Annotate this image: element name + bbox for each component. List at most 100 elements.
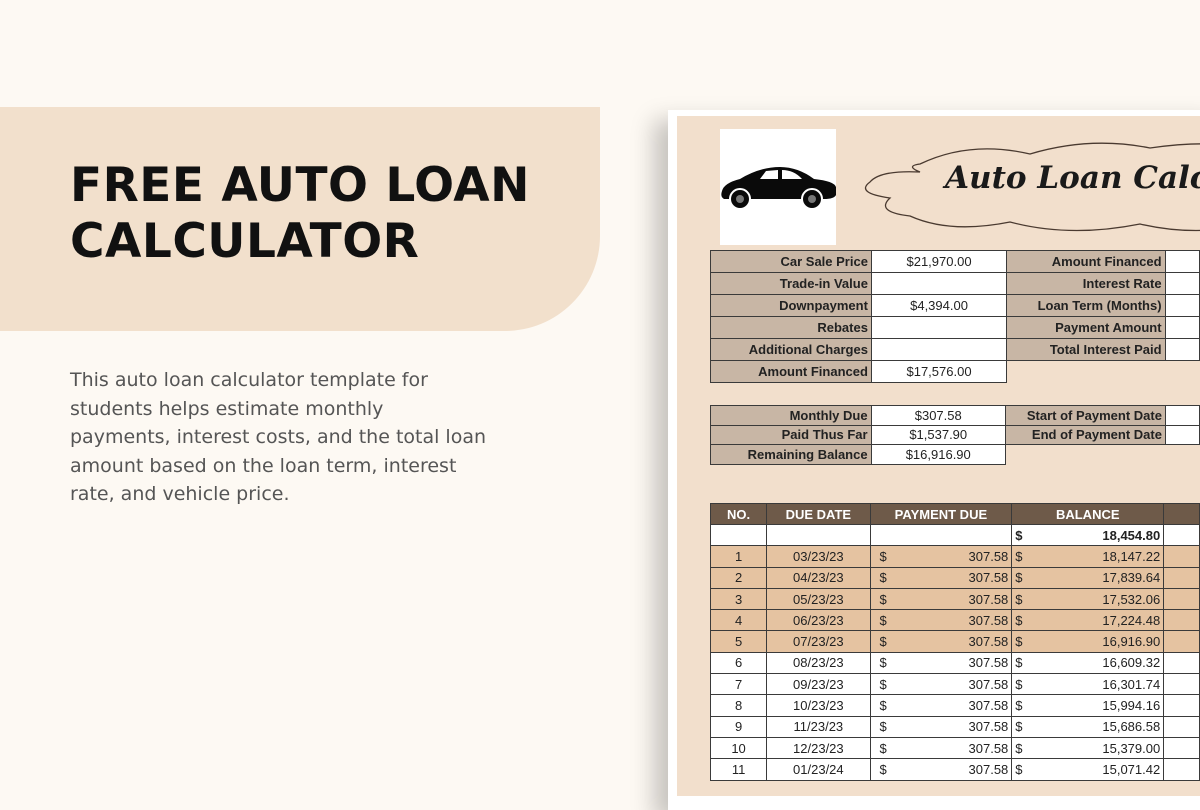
summary-value[interactable] <box>1164 294 1200 317</box>
date-label: End of Payment Date <box>1004 424 1166 445</box>
table-row: 2 04/23/23 $307.58 $17,839.64 <box>709 566 1200 589</box>
date-value[interactable] <box>1164 405 1200 426</box>
table-row: 6 08/23/23 $307.58 $16,609.32 <box>709 651 1200 675</box>
header-payment-due: PAYMENT DUE <box>869 503 1013 525</box>
summary-value: $307.58 <box>870 405 1006 426</box>
row-payment: $307.58 <box>869 715 1013 738</box>
row-no: 7 <box>709 673 768 696</box>
input-label: Additional Charges <box>710 338 872 361</box>
row-due-date: 10/23/23 <box>766 694 871 717</box>
title-line-1: FREE AUTO LOAN <box>70 158 531 213</box>
banner <box>0 107 600 331</box>
date-value[interactable] <box>1164 424 1200 445</box>
row-balance: $15,379.00 <box>1011 736 1165 760</box>
summary-value[interactable] <box>1164 250 1200 273</box>
input-value[interactable] <box>870 338 1008 361</box>
row-balance: $17,839.64 <box>1011 566 1165 589</box>
row-no: 4 <box>709 609 768 632</box>
row-due-date: 04/23/23 <box>766 566 871 589</box>
summary-label: Monthly Due <box>710 405 872 426</box>
input-label: Rebates <box>710 316 872 339</box>
row-payment: $307.58 <box>869 630 1013 653</box>
row-balance: $17,224.48 <box>1011 609 1165 632</box>
header-balance: BALANCE <box>1011 503 1165 525</box>
row-due-date: 05/23/23 <box>766 587 871 611</box>
row-payment: $307.58 <box>869 587 1013 611</box>
title-line-2: CALCULATOR <box>70 214 420 269</box>
table-row: 7 09/23/23 $307.58 $16,301.74 <box>709 673 1200 696</box>
opening-balance: $18,454.80 <box>1011 523 1165 547</box>
car-logo <box>720 129 836 245</box>
row-no: 1 <box>709 545 768 568</box>
summary-label: Interest Rate <box>1006 272 1166 295</box>
summary-value[interactable] <box>1164 316 1200 339</box>
input-value[interactable]: $17,576.00 <box>870 360 1008 383</box>
summary-label: Paid Thus Far <box>710 424 872 445</box>
input-label: Car Sale Price <box>710 250 872 273</box>
input-label: Downpayment <box>710 294 872 317</box>
row-balance: $18,147.22 <box>1011 545 1165 568</box>
summary-value: $1,537.90 <box>870 424 1006 445</box>
row-no: 3 <box>709 587 768 611</box>
input-value[interactable] <box>870 316 1008 339</box>
row-payment: $307.58 <box>869 736 1013 760</box>
row-due-date: 06/23/23 <box>766 609 871 632</box>
row-no: 8 <box>709 694 768 717</box>
row-due-date: 03/23/23 <box>766 545 871 568</box>
row-balance: $16,301.74 <box>1011 673 1165 696</box>
input-label: Amount Financed <box>710 360 872 383</box>
row-payment: $307.58 <box>869 651 1013 675</box>
row-no: 5 <box>709 630 768 653</box>
input-value[interactable] <box>870 272 1008 295</box>
row-payment: $307.58 <box>869 694 1013 717</box>
table-row: 1 03/23/23 $307.58 $18,147.22 <box>709 545 1200 568</box>
row-payment: $307.58 <box>869 545 1013 568</box>
row-balance: $15,071.42 <box>1011 758 1165 781</box>
loan-inputs-table: Car Sale Price $21,970.00 Amount Financed … <box>710 250 1200 383</box>
row-payment: $307.58 <box>869 609 1013 632</box>
header-due-date: DUE DATE <box>766 503 871 525</box>
row-balance: $15,686.58 <box>1011 715 1165 738</box>
summary-label: Remaining Balance <box>710 444 872 465</box>
row-no: 2 <box>709 566 768 589</box>
table-row: 11 01/23/24 $307.58 $15,071.42 <box>709 758 1200 781</box>
row-balance: $15,994.16 <box>1011 694 1165 717</box>
row-no: 10 <box>709 736 768 760</box>
table-row: 10 12/23/23 $307.58 $15,379.00 <box>709 736 1200 760</box>
table-row: 3 05/23/23 $307.58 $17,532.06 <box>709 587 1200 611</box>
row-balance: $16,916.90 <box>1011 630 1165 653</box>
summary-value[interactable] <box>1164 272 1200 295</box>
summary-value: $16,916.90 <box>870 444 1006 465</box>
row-due-date: 09/23/23 <box>766 673 871 696</box>
promo-title: FREE AUTO LOAN CALCULATOR <box>70 158 530 270</box>
table-row: 9 11/23/23 $307.58 $15,686.58 <box>709 715 1200 738</box>
row-balance: $16,609.32 <box>1011 651 1165 675</box>
row-no: 6 <box>709 651 768 675</box>
title-cloud-shape <box>864 142 1200 232</box>
table-row: 5 07/23/23 $307.58 $16,916.90 <box>709 630 1200 653</box>
table-row: 4 06/23/23 $307.58 $17,224.48 <box>709 609 1200 632</box>
summary-label: Payment Amount <box>1006 316 1166 339</box>
summary-value[interactable] <box>1164 338 1200 361</box>
summary-label: Amount Financed <box>1006 250 1166 273</box>
input-value[interactable]: $4,394.00 <box>870 294 1008 317</box>
row-due-date: 07/23/23 <box>766 630 871 653</box>
row-balance: $17,532.06 <box>1011 587 1165 611</box>
row-due-date: 12/23/23 <box>766 736 871 760</box>
row-payment: $307.58 <box>869 758 1013 781</box>
row-payment: $307.58 <box>869 673 1013 696</box>
summary-label: Total Interest Paid <box>1006 338 1166 361</box>
sheet-title: Auto Loan Calcu <box>945 160 1200 196</box>
table-row: 8 10/23/23 $307.58 $15,994.16 <box>709 694 1200 717</box>
row-due-date: 11/23/23 <box>766 715 871 738</box>
input-label: Trade-in Value <box>710 272 872 295</box>
payment-summary-table: Monthly Due $307.58 Start of Payment Date … <box>710 405 1200 465</box>
input-value[interactable]: $21,970.00 <box>870 250 1008 273</box>
row-due-date: 08/23/23 <box>766 651 871 675</box>
row-due-date: 01/23/24 <box>766 758 871 781</box>
row-payment: $307.58 <box>869 566 1013 589</box>
header-extra <box>1163 503 1200 525</box>
payment-schedule-table: NO. DUE DATE PAYMENT DUE BALANCE $18,454… <box>709 503 1200 781</box>
header-no: NO. <box>709 503 768 525</box>
summary-label: Loan Term (Months) <box>1006 294 1166 317</box>
